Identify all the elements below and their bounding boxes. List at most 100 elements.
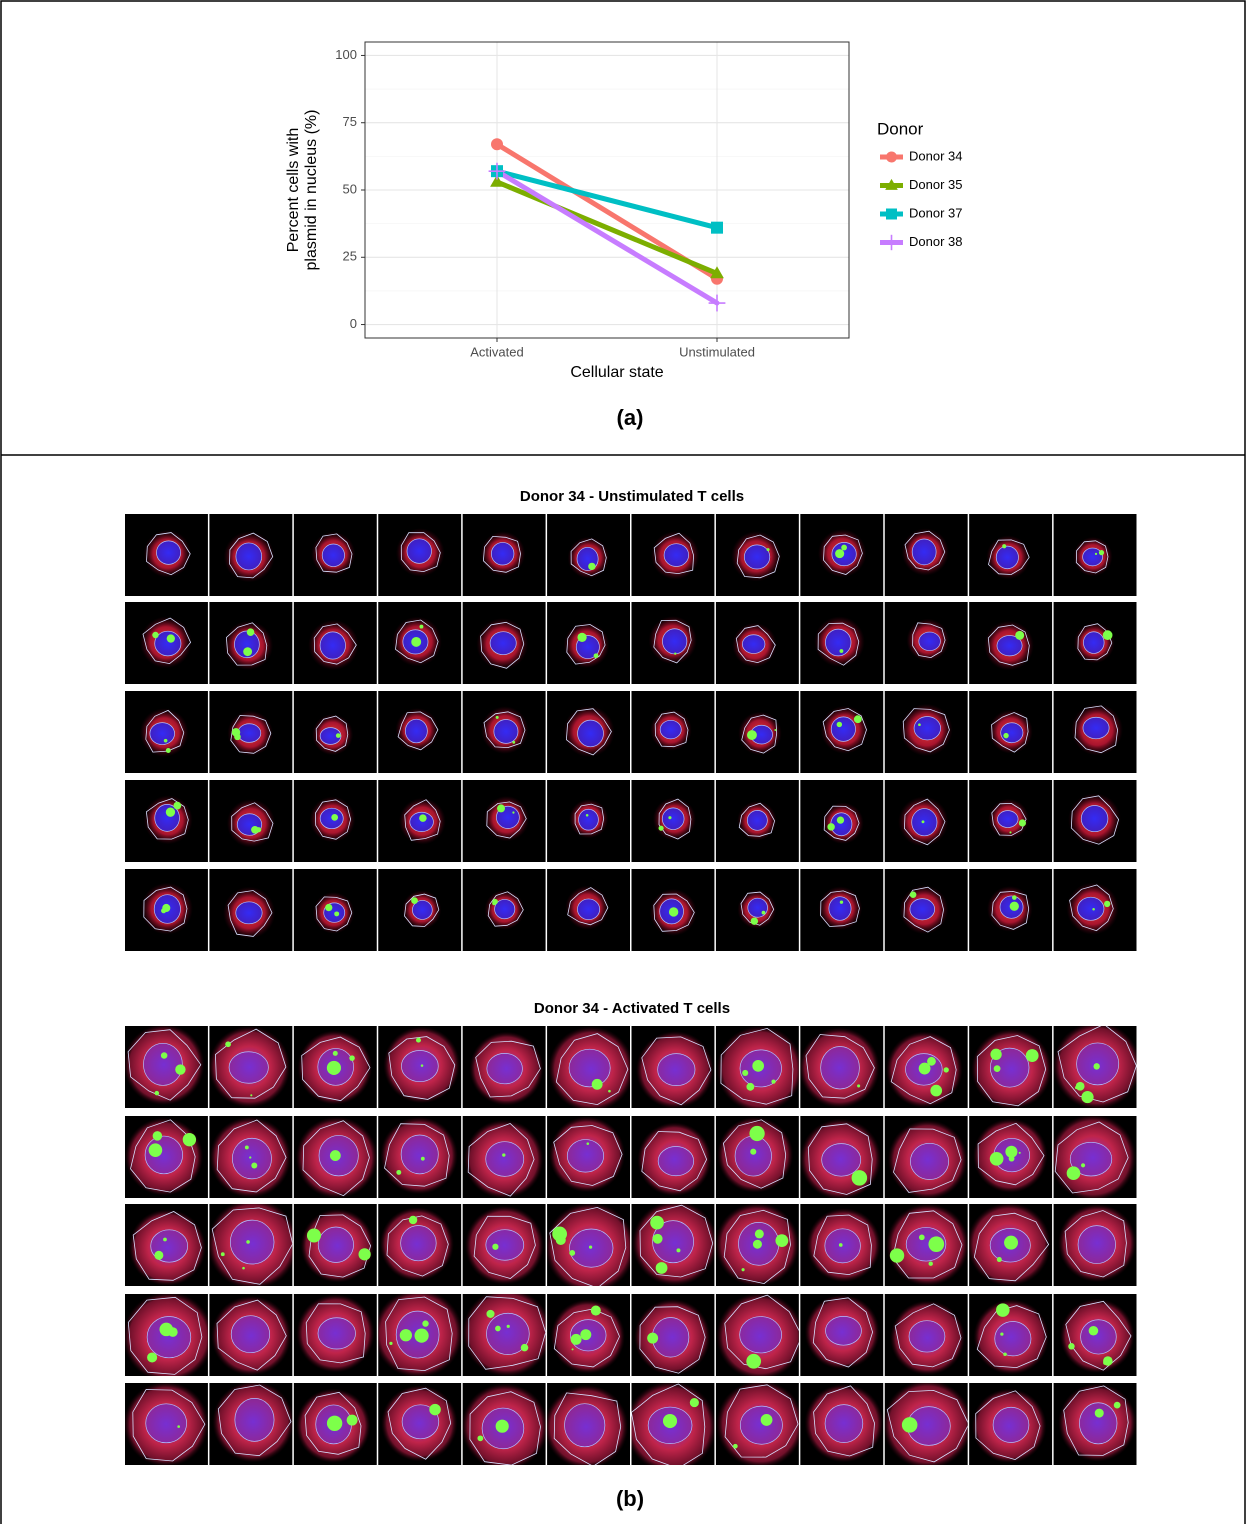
plasmid-spot xyxy=(857,1084,860,1087)
plasmid-spot xyxy=(1010,902,1019,911)
cell-image xyxy=(632,1116,715,1198)
plasmid-spot xyxy=(990,1049,1001,1060)
cell xyxy=(890,1300,965,1375)
cell xyxy=(208,1026,290,1108)
cell xyxy=(396,528,445,577)
plasmid-spot xyxy=(1095,553,1097,555)
plasmid-spot xyxy=(997,1257,1002,1262)
cell-image xyxy=(463,1116,546,1199)
cell xyxy=(717,1026,804,1113)
cell-image xyxy=(885,1026,968,1108)
legend-label: Donor 35 xyxy=(909,177,962,192)
cell-image xyxy=(969,1294,1052,1376)
cell-image xyxy=(885,1116,968,1200)
nucleus xyxy=(912,539,936,565)
nucleus xyxy=(401,1135,438,1174)
plasmid-spot xyxy=(752,1060,764,1072)
plasmid-spot xyxy=(486,1310,494,1318)
legend-label: Donor 38 xyxy=(909,234,962,249)
nucleus xyxy=(829,897,851,921)
cell-image xyxy=(463,869,546,951)
nucleus xyxy=(232,1138,271,1179)
cell xyxy=(1058,1383,1137,1462)
plasmid-spot xyxy=(1004,1236,1018,1250)
cell-image xyxy=(883,1379,973,1469)
cell xyxy=(465,1206,544,1285)
cell xyxy=(392,617,442,667)
plasmid-spot xyxy=(676,1248,680,1252)
nucleus xyxy=(664,544,689,567)
cell xyxy=(653,797,696,840)
plasmid-spot xyxy=(168,1327,178,1337)
nucleus xyxy=(320,632,345,659)
plasmid-spot xyxy=(1026,1049,1039,1062)
nucleus xyxy=(565,1404,605,1447)
panel-label: (a) xyxy=(617,405,644,430)
nucleus xyxy=(238,724,261,743)
cell-image xyxy=(378,602,461,684)
plasmid-spot xyxy=(902,1417,918,1433)
nucleus xyxy=(147,1316,191,1357)
plasmid-spot xyxy=(771,1080,775,1084)
nucleus xyxy=(491,542,514,565)
marker xyxy=(884,235,899,250)
plasmid-spot xyxy=(572,1348,574,1350)
nucleus xyxy=(229,1052,268,1083)
cell-image xyxy=(800,1294,883,1376)
cell-image xyxy=(544,1383,630,1469)
plasmid-spot xyxy=(840,900,843,903)
legend-label: Donor 34 xyxy=(909,148,962,163)
cell-image xyxy=(378,1204,461,1286)
nucleus xyxy=(579,809,599,830)
plasmid-spot xyxy=(591,1305,601,1315)
cell xyxy=(989,710,1033,754)
cell xyxy=(402,890,441,929)
nucleus xyxy=(747,810,767,830)
y-tick-label: 0 xyxy=(350,316,357,331)
cell-image xyxy=(209,691,292,773)
cell xyxy=(650,709,692,751)
nucleus xyxy=(910,1143,948,1179)
cell-image xyxy=(800,514,883,596)
nucleus xyxy=(831,813,852,836)
cell xyxy=(1066,882,1118,934)
cell xyxy=(395,708,439,752)
plasmid-spot xyxy=(586,1142,589,1145)
plasmid-spot xyxy=(251,1163,257,1169)
figure: 0255075100ActivatedUnstimulatedCellular … xyxy=(0,0,1246,1524)
y-tick-label: 100 xyxy=(335,47,357,62)
nucleus xyxy=(740,1317,782,1353)
plasmid-spot xyxy=(492,1244,498,1250)
plasmid-spot xyxy=(177,1425,180,1428)
cell-image xyxy=(1054,780,1137,862)
plasmid-spot xyxy=(429,1404,441,1416)
cell xyxy=(565,886,609,930)
cell-image xyxy=(373,1289,463,1379)
cell xyxy=(732,623,777,668)
cell-image xyxy=(800,780,883,862)
plasmid-spot xyxy=(674,652,676,654)
plasmid-spot xyxy=(327,1416,342,1431)
plasmid-spot xyxy=(747,730,757,740)
cell xyxy=(716,1292,804,1380)
nucleus xyxy=(998,811,1019,828)
plasmid-spot xyxy=(153,1131,163,1141)
plasmid-spot xyxy=(325,904,332,911)
cell-image xyxy=(632,780,715,862)
cell-image xyxy=(294,869,377,951)
plasmid-spot xyxy=(592,1079,603,1090)
cell-image xyxy=(1054,691,1137,773)
cell xyxy=(988,799,1029,840)
cell-image xyxy=(209,1116,292,1198)
cell xyxy=(480,531,525,576)
cell xyxy=(209,1116,291,1198)
cell-image xyxy=(969,1383,1052,1465)
cell xyxy=(310,796,356,842)
cell-image xyxy=(969,1026,1052,1110)
grid-title: Donor 34 - Unstimulated T cells xyxy=(520,488,744,505)
nucleus xyxy=(569,1049,610,1087)
plasmid-spot xyxy=(647,1333,658,1344)
cell-image xyxy=(547,691,630,773)
marker xyxy=(886,152,897,163)
nucleus xyxy=(740,1406,782,1444)
